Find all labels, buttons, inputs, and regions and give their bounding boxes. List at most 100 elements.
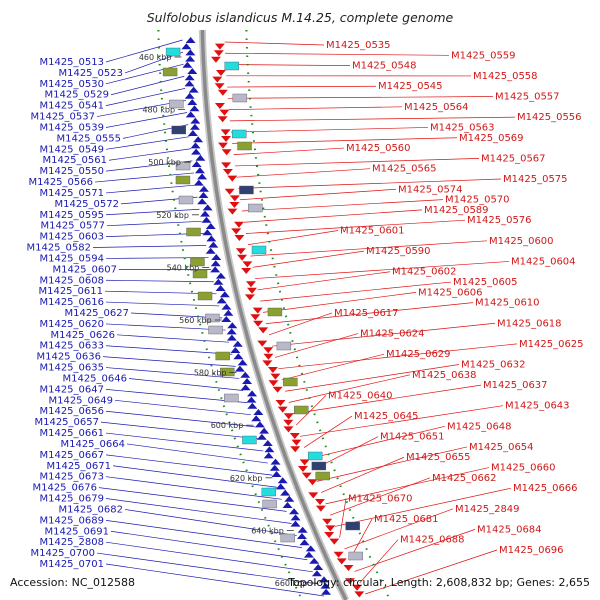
gene-label-right[interactable]: M1425_0570 <box>445 195 510 206</box>
gene-label-left[interactable]: M1425_0673 <box>39 472 104 483</box>
gene-label-right[interactable]: M1425_0567 <box>481 153 546 164</box>
gene-label-left[interactable]: M1425_0626 <box>50 330 115 341</box>
gene-feature-box <box>345 521 360 531</box>
gene-label-right[interactable]: M1425_0600 <box>489 236 554 247</box>
gene-label-left[interactable]: M1425_0656 <box>39 406 104 417</box>
gene-label-left[interactable]: M1425_0513 <box>39 57 104 68</box>
gene-label-left[interactable]: M1425_0700 <box>30 548 95 559</box>
gene-label-right[interactable]: M1425_0654 <box>469 442 534 453</box>
gene-label-right[interactable]: M1425_0560 <box>346 143 411 154</box>
gene-label-left[interactable]: M1425_0611 <box>38 286 103 297</box>
gene-label-left[interactable]: M1425_0636 <box>36 352 101 363</box>
gene-label-right[interactable]: M1425_0681 <box>374 514 439 525</box>
gene-label-left[interactable]: M1425_0691 <box>44 526 109 537</box>
gene-label-right[interactable]: M1425_0666 <box>513 483 578 494</box>
gene-label-left[interactable]: M1425_0701 <box>39 559 104 570</box>
gene-label-right[interactable]: M1425_0545 <box>378 81 443 92</box>
gene-label-right[interactable]: M1425_0655 <box>406 452 471 463</box>
gene-label-left[interactable]: M1425_0595 <box>39 210 104 221</box>
gene-label-right[interactable]: M1425_0576 <box>467 215 532 226</box>
gene-label-left[interactable]: M1425_0523 <box>58 68 123 79</box>
gene-label-left[interactable]: M1425_0635 <box>39 363 104 374</box>
gene-label-right[interactable]: M1425_0602 <box>392 267 457 278</box>
gene-label-right[interactable]: M1425_0556 <box>517 112 582 123</box>
gene-label-right[interactable]: M1425_0684 <box>477 524 542 535</box>
gene-label-left[interactable]: M1425_0664 <box>60 439 125 450</box>
gene-label-right[interactable]: M1425_0557 <box>495 92 560 103</box>
gene-label-left[interactable]: M1425_0594 <box>39 253 104 264</box>
gene-label-right[interactable]: M1425_0565 <box>372 164 437 175</box>
gene-label-left[interactable]: M1425_0550 <box>39 166 104 177</box>
gene-label-left[interactable]: M1425_0537 <box>30 112 95 123</box>
gene-label-left[interactable]: M1425_0667 <box>39 450 104 461</box>
gene-label-left[interactable]: M1425_0549 <box>39 144 104 155</box>
gene-label-right[interactable]: M1425_0563 <box>430 122 495 133</box>
gene-label-right[interactable]: M1425_0645 <box>354 411 419 422</box>
gene-label-left[interactable]: M1425_0671 <box>46 461 111 472</box>
gene-label-right[interactable]: M1425_0640 <box>328 390 393 401</box>
gene-label-left[interactable]: M1425_0608 <box>39 275 104 286</box>
gene-label-right[interactable]: M1425_0569 <box>459 133 524 144</box>
gene-label-right[interactable]: M1425_0632 <box>461 359 526 370</box>
gene-label-right[interactable]: M1425_0662 <box>432 473 497 484</box>
gene-label-right[interactable]: M1425_0638 <box>412 370 477 381</box>
gene-label-right[interactable]: M1425_0618 <box>497 318 562 329</box>
gene-label-right[interactable]: M1425_2849 <box>455 504 520 515</box>
gene-label-left[interactable]: M1425_0555 <box>56 133 121 144</box>
gene-label-left[interactable]: M1425_0620 <box>39 319 104 330</box>
gene-label-left[interactable]: M1425_0676 <box>32 483 97 494</box>
gene-label-right[interactable]: M1425_0637 <box>483 380 548 391</box>
gene-label-left[interactable]: M1425_0616 <box>39 297 104 308</box>
gene-label-left[interactable]: M1425_0679 <box>39 494 104 505</box>
gene-label-left[interactable]: M1425_0657 <box>34 417 99 428</box>
gene-label-right[interactable]: M1425_0558 <box>473 71 538 82</box>
gene-label-right[interactable]: M1425_0559 <box>451 50 516 61</box>
gene-label-right[interactable]: M1425_0574 <box>398 184 463 195</box>
gene-label-left[interactable]: M1425_0582 <box>26 243 91 254</box>
gene-label-right[interactable]: M1425_0605 <box>453 277 518 288</box>
gene-label-left[interactable]: M1425_0577 <box>40 221 105 232</box>
gene-label-left[interactable]: M1425_0649 <box>48 395 113 406</box>
gene-feature-box <box>224 61 239 71</box>
gene-label-right[interactable]: M1425_0670 <box>348 493 413 504</box>
gene-label-left[interactable]: M1425_0561 <box>42 155 107 166</box>
gene-label-left[interactable]: M1425_0566 <box>28 177 93 188</box>
gene-label-left[interactable]: M1425_0627 <box>64 308 129 319</box>
gene-label-left[interactable]: M1425_0603 <box>39 232 104 243</box>
gene-label-left[interactable]: M1425_0661 <box>39 428 104 439</box>
gene-label-left[interactable]: M1425_0571 <box>39 188 104 199</box>
gene-label-right[interactable]: M1425_0643 <box>505 401 570 412</box>
gene-label-left[interactable]: M1425_0529 <box>44 90 109 101</box>
gene-label-right[interactable]: M1425_0629 <box>386 349 451 360</box>
gene-label-right[interactable]: M1425_0548 <box>352 61 417 72</box>
gene-label-left[interactable]: M1425_0689 <box>39 515 104 526</box>
gene-label-left[interactable]: M1425_0633 <box>39 341 104 352</box>
gene-label-right[interactable]: M1425_0660 <box>491 463 556 474</box>
gene-label-right[interactable]: M1425_0625 <box>519 339 584 350</box>
gene-label-right[interactable]: M1425_0696 <box>499 545 564 556</box>
gene-label-right[interactable]: M1425_0535 <box>326 40 391 51</box>
gene-label-left[interactable]: M1425_0572 <box>54 199 119 210</box>
gene-label-left[interactable]: M1425_0647 <box>39 384 104 395</box>
gene-label-right[interactable]: M1425_0688 <box>400 535 465 546</box>
gene-label-right[interactable]: M1425_0648 <box>447 421 512 432</box>
gene-label-right[interactable]: M1425_0606 <box>418 287 483 298</box>
gene-label-left[interactable]: M1425_0539 <box>39 122 104 133</box>
gene-label-right[interactable]: M1425_0589 <box>424 205 489 216</box>
gene-label-right[interactable]: M1425_0575 <box>503 174 568 185</box>
gene-label-left[interactable]: M1425_0607 <box>52 264 117 275</box>
gene-label-right[interactable]: M1425_0617 <box>334 308 399 319</box>
gene-label-left[interactable]: M1425_0682 <box>58 504 123 515</box>
gene-label-left[interactable]: M1425_0646 <box>62 373 127 384</box>
gene-label-right[interactable]: M1425_0601 <box>340 226 405 237</box>
gene-label-right[interactable]: M1425_0651 <box>380 432 445 443</box>
gene-label-right[interactable]: M1425_0610 <box>475 298 540 309</box>
forward-gene-icon <box>188 86 199 93</box>
gene-label-left[interactable]: M1425_0541 <box>39 101 104 112</box>
gene-label-right[interactable]: M1425_0590 <box>366 246 431 257</box>
gene-label-right[interactable]: M1425_0624 <box>360 329 425 340</box>
gene-label-right[interactable]: M1425_0604 <box>511 256 576 267</box>
gene-label-right[interactable]: M1425_0564 <box>404 102 469 113</box>
gene-label-left[interactable]: M1425_2808 <box>39 537 104 548</box>
gene-label-left[interactable]: M1425_0530 <box>39 79 104 90</box>
